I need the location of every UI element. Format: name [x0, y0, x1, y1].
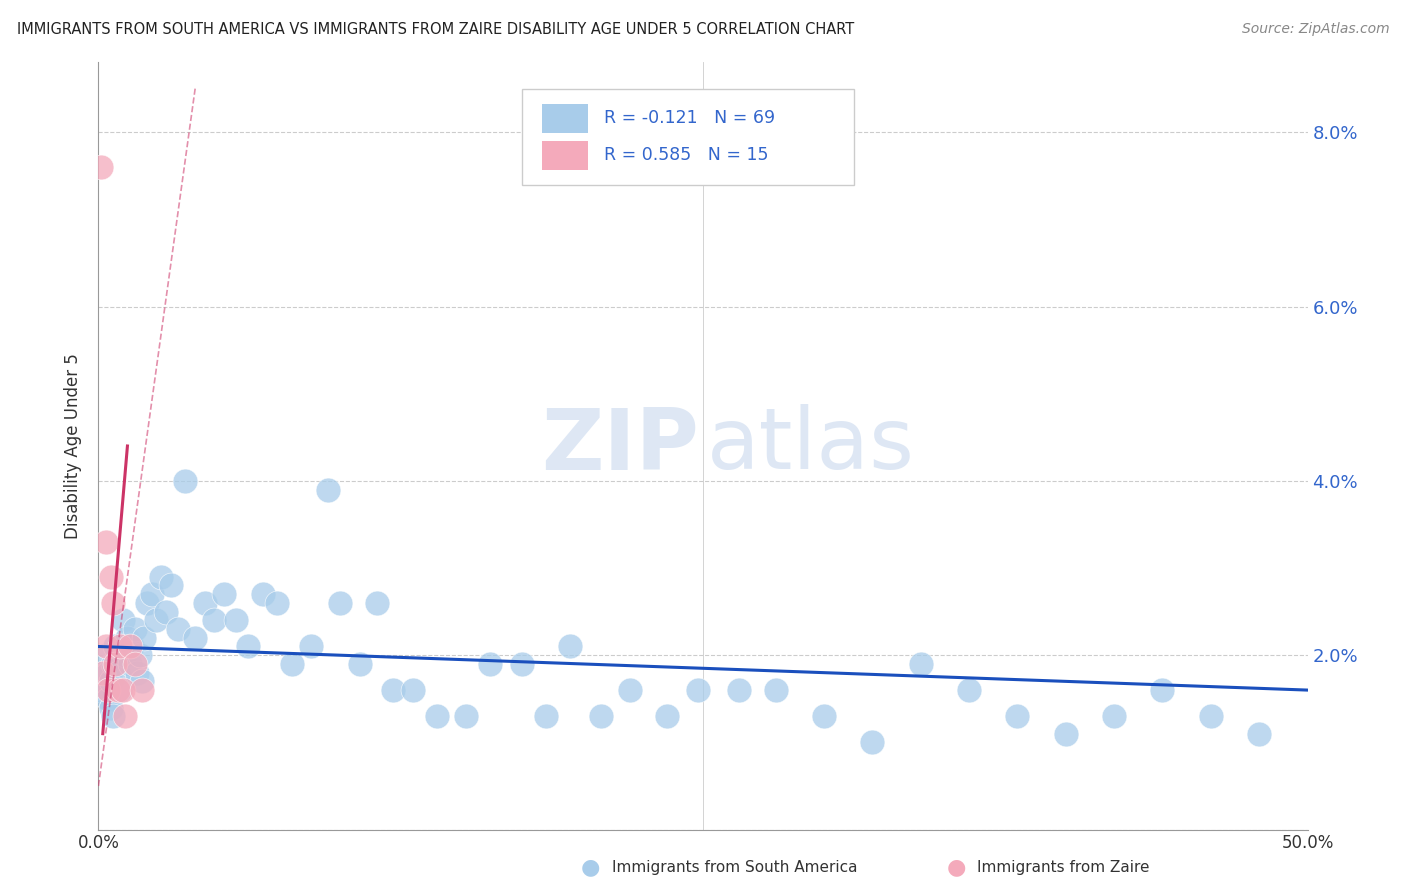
Point	[534, 709, 557, 723]
Point	[1249, 726, 1271, 740]
Point	[765, 683, 787, 698]
Point	[225, 613, 247, 627]
Point	[813, 709, 835, 723]
Point	[1054, 726, 1077, 740]
Point	[860, 735, 883, 749]
Point	[1007, 709, 1029, 723]
Point	[94, 534, 117, 549]
Point	[688, 683, 710, 698]
Point	[402, 683, 425, 698]
Text: IMMIGRANTS FROM SOUTH AMERICA VS IMMIGRANTS FROM ZAIRE DISABILITY AGE UNDER 5 CO: IMMIGRANTS FROM SOUTH AMERICA VS IMMIGRA…	[17, 22, 853, 37]
Text: Immigrants from Zaire: Immigrants from Zaire	[977, 860, 1150, 874]
Text: R = -0.121   N = 69: R = -0.121 N = 69	[603, 110, 775, 128]
Point	[558, 640, 581, 654]
Point	[101, 657, 124, 671]
Point	[299, 640, 322, 654]
Text: Source: ZipAtlas.com: Source: ZipAtlas.com	[1241, 22, 1389, 37]
Point	[266, 596, 288, 610]
Point	[238, 640, 260, 654]
Point	[107, 683, 129, 698]
Point	[655, 709, 678, 723]
Point	[135, 596, 157, 610]
Point	[94, 640, 117, 654]
Point	[957, 683, 980, 698]
Point	[91, 665, 114, 680]
Point	[910, 657, 932, 671]
Point	[131, 683, 153, 698]
Point	[510, 657, 533, 671]
Point	[204, 613, 226, 627]
Text: ●: ●	[946, 857, 966, 877]
Point	[121, 640, 143, 654]
Point	[101, 596, 124, 610]
Point	[316, 483, 339, 497]
Point	[100, 570, 122, 584]
Point	[124, 622, 146, 636]
Point	[174, 474, 197, 488]
Point	[114, 709, 136, 723]
Point	[117, 631, 139, 645]
Point	[145, 613, 167, 627]
Point	[252, 587, 274, 601]
Point	[111, 683, 134, 698]
Text: ●: ●	[581, 857, 600, 877]
Point	[281, 657, 304, 671]
Point	[100, 700, 122, 714]
Point	[1102, 709, 1125, 723]
Point	[619, 683, 641, 698]
Point	[97, 665, 120, 680]
Point	[90, 160, 112, 174]
Point	[104, 640, 127, 654]
Text: atlas: atlas	[707, 404, 915, 488]
FancyBboxPatch shape	[543, 103, 588, 133]
Point	[114, 648, 136, 663]
Text: Immigrants from South America: Immigrants from South America	[612, 860, 858, 874]
Point	[382, 683, 405, 698]
Point	[128, 648, 150, 663]
Point	[591, 709, 613, 723]
Text: R = 0.585   N = 15: R = 0.585 N = 15	[603, 146, 768, 164]
Point	[366, 596, 388, 610]
Point	[160, 578, 183, 592]
FancyBboxPatch shape	[522, 89, 855, 186]
Point	[97, 691, 120, 706]
Point	[118, 640, 141, 654]
Point	[118, 657, 141, 671]
Point	[97, 683, 120, 698]
Point	[90, 683, 112, 698]
Point	[454, 709, 477, 723]
Point	[1199, 709, 1222, 723]
Point	[349, 657, 371, 671]
Point	[111, 613, 134, 627]
Point	[1152, 683, 1174, 698]
Point	[94, 648, 117, 663]
Point	[131, 674, 153, 689]
Point	[107, 665, 129, 680]
Point	[104, 657, 127, 671]
Point	[194, 596, 217, 610]
FancyBboxPatch shape	[543, 141, 588, 169]
Point	[426, 709, 449, 723]
Point	[479, 657, 502, 671]
Point	[101, 709, 124, 723]
Text: ZIP: ZIP	[541, 404, 699, 488]
Point	[155, 605, 177, 619]
Y-axis label: Disability Age Under 5: Disability Age Under 5	[65, 353, 83, 539]
Point	[184, 631, 207, 645]
Point	[91, 665, 114, 680]
Point	[94, 683, 117, 698]
Point	[127, 665, 149, 680]
Point	[108, 683, 131, 698]
Point	[100, 674, 122, 689]
Point	[141, 587, 163, 601]
Point	[108, 640, 131, 654]
Point	[134, 631, 156, 645]
Point	[212, 587, 235, 601]
Point	[124, 657, 146, 671]
Point	[329, 596, 352, 610]
Point	[728, 683, 751, 698]
Point	[150, 570, 173, 584]
Point	[167, 622, 190, 636]
